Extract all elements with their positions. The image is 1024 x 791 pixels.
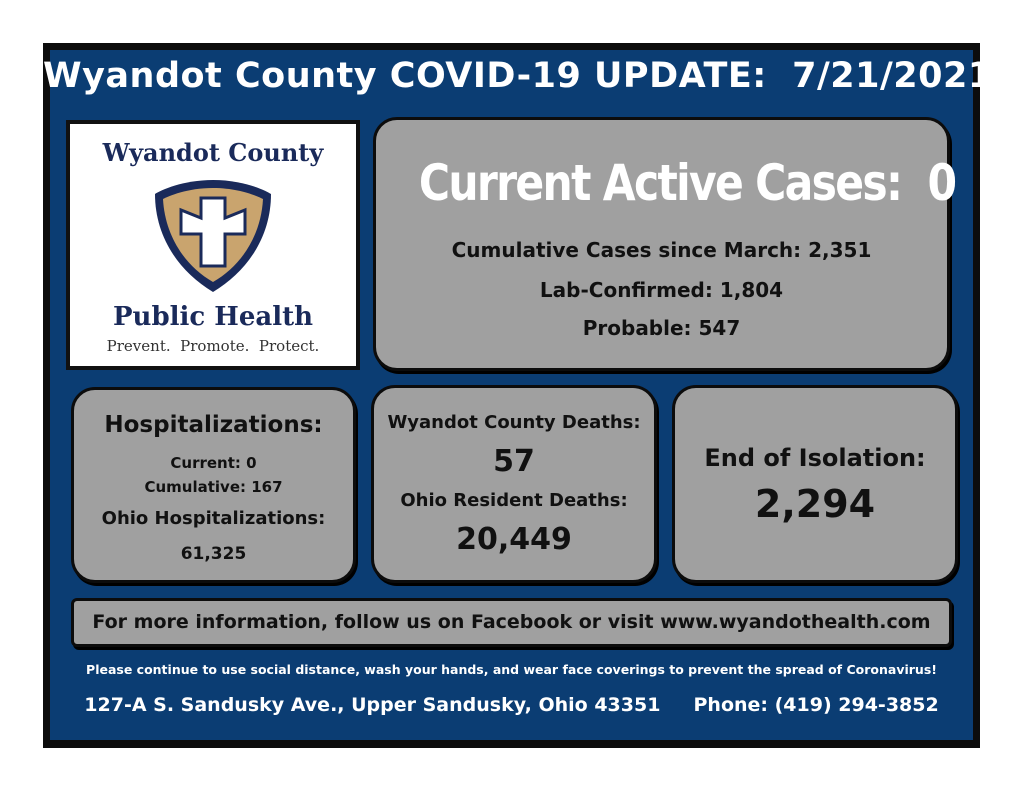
ohio-deaths-value: 20,449	[456, 522, 572, 557]
ohio-hospitalizations-value: 61,325	[180, 544, 247, 564]
info-bar: For more information, follow us on Faceb…	[71, 598, 952, 647]
logo-county-name: Wyandot County	[102, 138, 324, 167]
ohio-hospitalizations-label: Ohio Hospitalizations:	[101, 508, 326, 529]
hospitalizations-current: Current: 0	[170, 454, 257, 472]
active-cases-box: Current Active Cases: 0 Cumulative Cases…	[373, 117, 957, 371]
active-cases-headline: Current Active Cases: 0	[418, 154, 957, 212]
page-title: Wyandot County COVID-19 UPDATE: 7/21/202…	[43, 56, 993, 96]
deaths-box: Wyandot County Deaths: 57 Ohio Resident …	[371, 385, 657, 583]
isolation-box: End of Isolation: 2,294	[672, 385, 958, 583]
ohio-deaths-label: Ohio Resident Deaths:	[400, 490, 628, 511]
cumulative-cases: Cumulative Cases since March: 2,351	[451, 238, 872, 262]
logo-public-health: Public Health	[112, 302, 313, 332]
safety-note: Please continue to use social distance, …	[86, 662, 937, 677]
probable: Probable: 547	[582, 316, 741, 340]
lab-confirmed: Lab-Confirmed: 1,804	[539, 278, 784, 302]
isolation-label: End of Isolation:	[704, 444, 926, 472]
hospitalizations-box: Hospitalizations: Current: 0 Cumulative:…	[71, 387, 356, 583]
county-deaths-label: Wyandot County Deaths:	[387, 412, 641, 433]
county-deaths-value: 57	[493, 444, 535, 479]
hospitalizations-cumulative: Cumulative: 167	[144, 478, 283, 496]
logo: Wyandot County Public Health Prevent. Pr…	[66, 120, 360, 370]
hospitalizations-title: Hospitalizations:	[104, 412, 323, 438]
logo-tagline: Prevent. Promote. Protect.	[106, 337, 320, 355]
address-phone: 127-A S. Sandusky Ave., Upper Sandusky, …	[84, 694, 939, 716]
isolation-value: 2,294	[754, 482, 876, 526]
shield-cross-icon	[155, 180, 271, 292]
